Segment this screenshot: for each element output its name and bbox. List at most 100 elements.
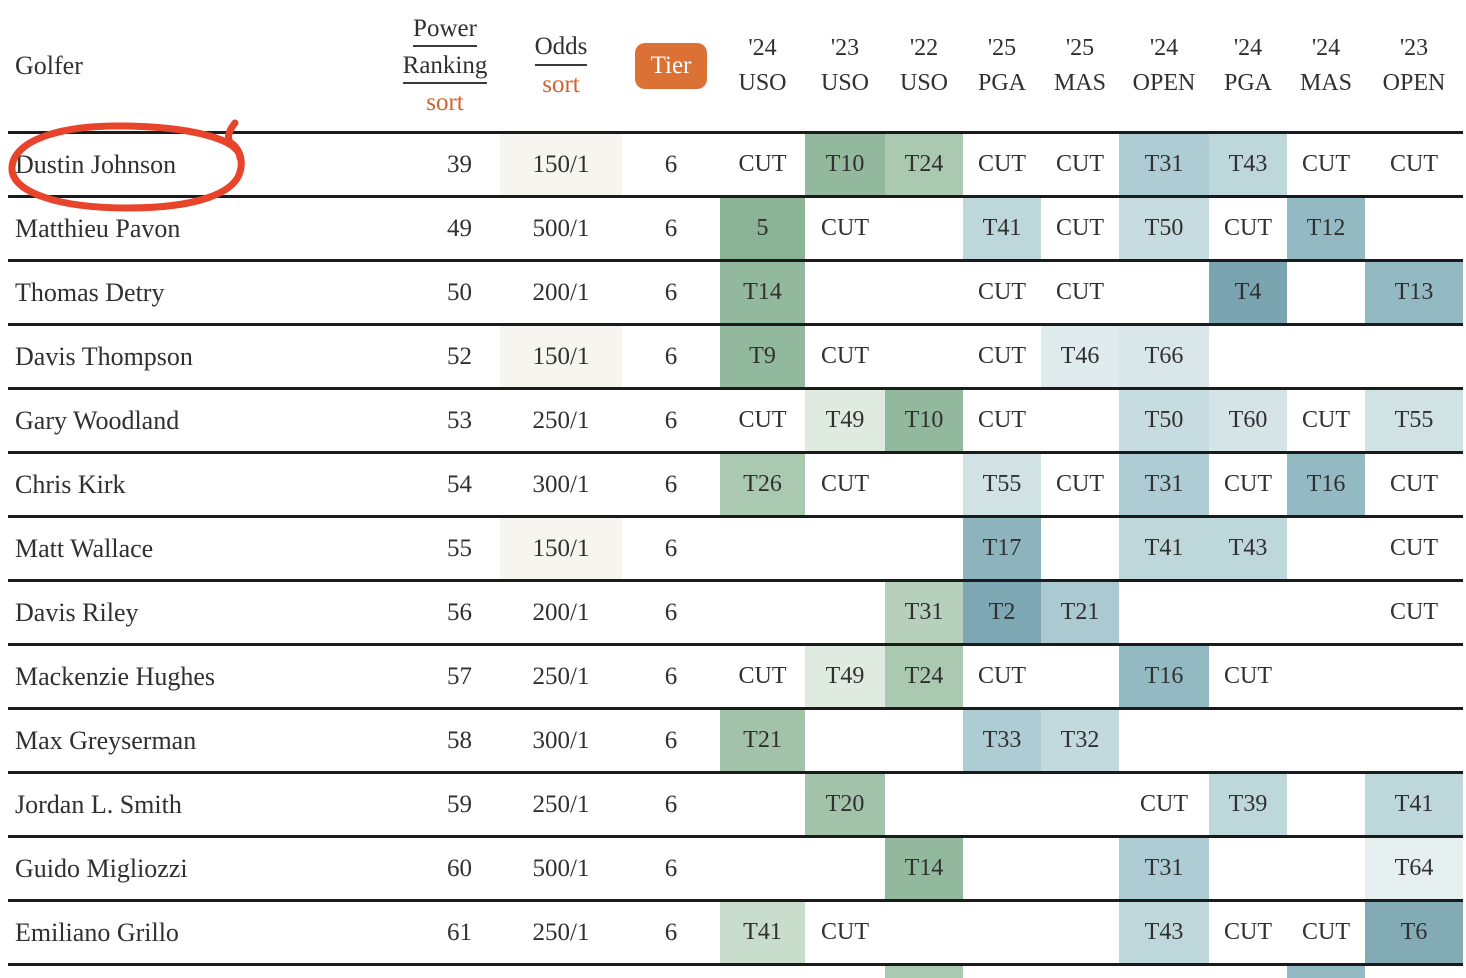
result-cell: T55 bbox=[963, 454, 1041, 515]
result-cell: T43 bbox=[1119, 902, 1209, 963]
result-cell bbox=[1041, 646, 1119, 707]
result-cell bbox=[805, 710, 885, 771]
result-cell: CUT bbox=[1390, 151, 1438, 177]
power-ranking-value: 57 bbox=[447, 662, 472, 690]
golfer-name: Matt Wallace bbox=[15, 533, 154, 563]
tier-value: 6 bbox=[664, 918, 678, 946]
odds-value: 250/1 bbox=[532, 918, 590, 946]
result-cell bbox=[1365, 326, 1463, 387]
odds-value: 150/1 bbox=[500, 518, 622, 579]
power-ranking-value: 39 bbox=[447, 150, 472, 178]
result-cell: T49 bbox=[805, 646, 885, 707]
result-cell bbox=[720, 966, 805, 978]
power-ranking-value: 50 bbox=[447, 278, 472, 306]
odds-value: 500/1 bbox=[532, 854, 590, 882]
result-cell bbox=[1041, 966, 1119, 978]
tier-value: 6 bbox=[664, 278, 678, 306]
result-cell: CUT bbox=[978, 151, 1026, 177]
result-cell: T31 bbox=[1119, 454, 1209, 515]
result-cell: T4 bbox=[1209, 262, 1287, 323]
result-cell: T21 bbox=[1041, 582, 1119, 643]
result-cell: CUT bbox=[821, 215, 869, 241]
result-cell bbox=[720, 518, 805, 579]
result-cell bbox=[1365, 966, 1463, 978]
result-cell: T50 bbox=[1119, 390, 1209, 451]
odds-sort-button[interactable]: sort bbox=[542, 70, 580, 98]
result-cell: T41 bbox=[1365, 774, 1463, 835]
column-header-24-uso: '24 USO bbox=[720, 0, 805, 131]
result-cell bbox=[805, 518, 885, 579]
result-cell: CUT bbox=[1140, 791, 1188, 817]
result-cell: CUT bbox=[1390, 471, 1438, 497]
event-name: OPEN bbox=[1132, 69, 1196, 96]
result-cell: CUT bbox=[738, 663, 787, 689]
tier-value: 6 bbox=[664, 726, 678, 754]
result-cell: T16 bbox=[1119, 646, 1209, 707]
tier-value: 6 bbox=[664, 342, 678, 370]
column-header-24-open: '24 OPEN bbox=[1119, 0, 1209, 131]
result-cell: T6 bbox=[1365, 902, 1463, 963]
table-header: Golfer Power Ranking sort Odds sort Tier… bbox=[8, 0, 1463, 131]
result-cell bbox=[1209, 710, 1287, 771]
odds-value: 300/1 bbox=[532, 726, 590, 754]
result-cell: CUT bbox=[978, 407, 1026, 433]
golfer-name: Davis Riley bbox=[15, 597, 139, 627]
result-cell bbox=[885, 454, 963, 515]
result-cell: T14 bbox=[885, 838, 963, 899]
result-cell bbox=[1041, 390, 1119, 451]
golfer-name: Jordan L. Smith bbox=[15, 789, 182, 819]
result-cell bbox=[1041, 902, 1119, 963]
result-cell: CUT bbox=[1390, 535, 1438, 561]
column-header-24-mas: '24 MAS bbox=[1287, 0, 1365, 131]
result-cell bbox=[1287, 262, 1365, 323]
golfer-name: Dustin Johnson bbox=[15, 149, 177, 179]
result-cell bbox=[1041, 838, 1119, 899]
golfer-name: Thomas Detry bbox=[15, 277, 165, 307]
column-header-25-mas: '25 MAS bbox=[1041, 0, 1119, 131]
result-cell: T2 bbox=[963, 582, 1041, 643]
power-ranking-value: 55 bbox=[447, 534, 472, 562]
power-ranking-value: 54 bbox=[447, 470, 472, 498]
result-cell bbox=[1119, 582, 1209, 643]
result-cell bbox=[1287, 774, 1365, 835]
result-cell bbox=[885, 518, 963, 579]
result-cell: 5 bbox=[720, 198, 805, 259]
power-ranking-sort-link[interactable]: Ranking bbox=[402, 50, 488, 85]
result-cell: T20 bbox=[805, 774, 885, 835]
power-ranking-sort-button[interactable]: sort bbox=[426, 89, 464, 117]
column-header-24-pga: '24 PGA bbox=[1209, 0, 1287, 131]
event-year: '24 bbox=[1149, 34, 1179, 61]
event-year: '25 bbox=[1065, 34, 1095, 61]
result-cell: CUT bbox=[1302, 407, 1350, 433]
tier-value: 6 bbox=[664, 214, 678, 242]
tier-value: 6 bbox=[664, 598, 678, 626]
result-cell bbox=[1287, 518, 1365, 579]
result-cell: T14 bbox=[720, 262, 805, 323]
result-cell: CUT bbox=[1056, 279, 1104, 305]
result-cell bbox=[1119, 262, 1209, 323]
result-cell: T60 bbox=[1209, 390, 1287, 451]
power-ranking-value: 59 bbox=[447, 790, 472, 818]
power-ranking-sort-link[interactable]: Power bbox=[413, 13, 477, 47]
result-cell bbox=[885, 774, 963, 835]
result-cell: CUT bbox=[1056, 215, 1104, 241]
table-row: Jordan L. Smith 59 250/1 6 T20 CUT T39 T41 bbox=[8, 771, 1463, 835]
power-ranking-value: 49 bbox=[447, 214, 472, 242]
odds-value bbox=[500, 966, 622, 978]
result-cell bbox=[1041, 518, 1119, 579]
odds-sort-link[interactable]: Odds bbox=[534, 31, 588, 66]
power-ranking-value bbox=[390, 966, 500, 978]
result-cell bbox=[1287, 646, 1365, 707]
odds-value: 300/1 bbox=[532, 470, 590, 498]
result-cell bbox=[963, 838, 1041, 899]
tier-button[interactable]: Tier bbox=[634, 42, 708, 89]
result-cell: T12 bbox=[1287, 198, 1365, 259]
result-cell: CUT bbox=[978, 663, 1026, 689]
result-cell bbox=[1209, 838, 1287, 899]
tier-value: 6 bbox=[664, 854, 678, 882]
result-cell bbox=[720, 838, 805, 899]
result-cell bbox=[1365, 198, 1463, 259]
golfer-name bbox=[8, 966, 390, 978]
column-header-22-uso: '22 USO bbox=[885, 0, 963, 131]
result-cell bbox=[720, 582, 805, 643]
